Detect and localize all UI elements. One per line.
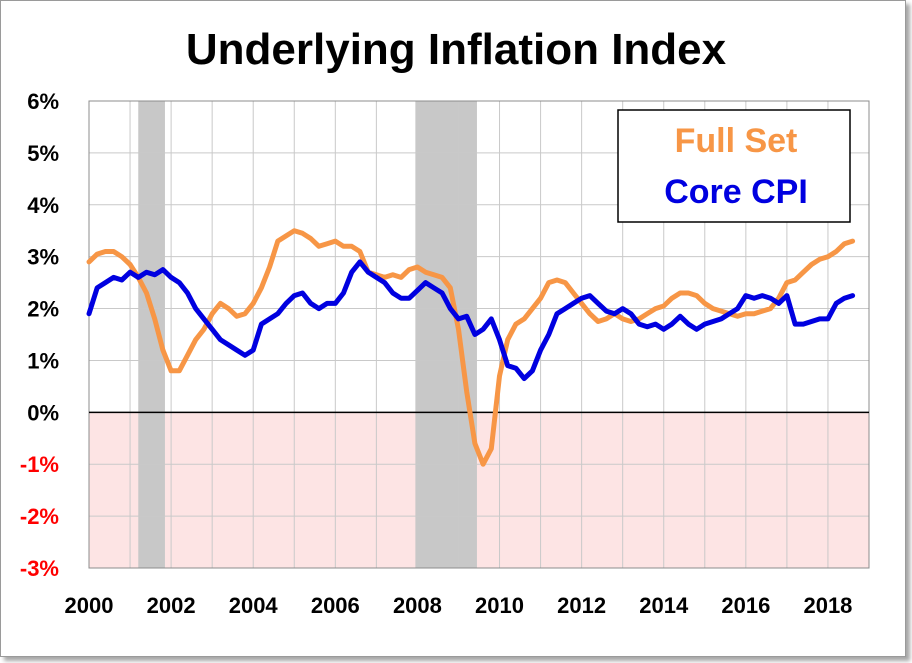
x-tick-label: 2004 [229, 593, 279, 618]
negative-zone [89, 412, 869, 568]
legend-entry-core-cpi: Core CPI [664, 173, 808, 211]
y-tick-label: 6% [27, 89, 59, 114]
legend: Full Set Core CPI [617, 109, 851, 223]
gridlines [88, 100, 870, 569]
y-tick-label: 0% [27, 400, 59, 425]
y-tick-label: 5% [27, 141, 59, 166]
y-tick-label: 2% [27, 297, 59, 322]
legend-entry-full-set: Full Set [675, 122, 798, 160]
x-tick-label: 2002 [147, 593, 196, 618]
series-line-full-set [86, 228, 856, 467]
axes: -3% -2% -1% 0% 1% 2% 3% 4% 5% 6% 2000 2002 2004 2006 2… [20, 89, 870, 618]
x-tick-label: 2000 [65, 593, 114, 618]
inflation-chart: Underlying Inflation Index -3% -2% -1% 0% 1%… [20, 25, 870, 618]
x-tick-label: 2012 [557, 593, 606, 618]
y-tick-label: -1% [20, 452, 59, 477]
y-tick-label: 4% [27, 193, 59, 218]
x-tick-label: 2016 [721, 593, 770, 618]
negative-zone-layer [89, 412, 869, 568]
y-tick-label: -3% [20, 556, 59, 581]
x-tick-label: 2014 [639, 593, 689, 618]
series-lines [86, 228, 856, 467]
x-tick-label: 2008 [393, 593, 442, 618]
legend-box [617, 109, 851, 223]
x-tick-label: 2018 [803, 593, 852, 618]
x-tick-label: 2006 [311, 593, 360, 618]
y-tick-label: 3% [27, 245, 59, 270]
recession-band-2 [415, 101, 477, 568]
x-tick-label: 2010 [475, 593, 524, 618]
y-tick-label: 1% [27, 348, 59, 373]
series-line-core-cpi [86, 259, 856, 382]
plot-border [88, 100, 870, 569]
recession-bands [138, 101, 477, 568]
chart-title: Underlying Inflation Index [186, 25, 727, 74]
y-tick-label: -2% [20, 504, 59, 529]
